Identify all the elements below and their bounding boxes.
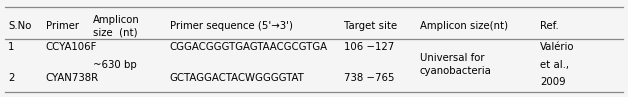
Text: et al.,: et al., [540, 59, 569, 70]
Text: Amplicon size(nt): Amplicon size(nt) [420, 21, 507, 31]
Text: S.No: S.No [8, 21, 31, 31]
Text: Amplicon
size  (nt): Amplicon size (nt) [93, 15, 139, 37]
Text: CGGACGGGTGAGTAACGCGTGA: CGGACGGGTGAGTAACGCGTGA [170, 42, 328, 52]
Text: Target site: Target site [344, 21, 398, 31]
Text: ~630 bp: ~630 bp [93, 59, 137, 70]
Text: Universal for
cyanobacteria: Universal for cyanobacteria [420, 53, 491, 76]
Text: Primer sequence (5'→3'): Primer sequence (5'→3') [170, 21, 293, 31]
Text: CCYA106F: CCYA106F [46, 42, 97, 52]
Text: GCTAGGACTACWGGGGTAT: GCTAGGACTACWGGGGTAT [170, 73, 305, 83]
Text: 2009: 2009 [540, 77, 566, 87]
Text: Valério: Valério [540, 42, 575, 52]
Text: Ref.: Ref. [540, 21, 559, 31]
Text: Primer: Primer [46, 21, 79, 31]
Text: 106 −127: 106 −127 [344, 42, 394, 52]
Text: 1: 1 [8, 42, 14, 52]
Text: CYAN738R: CYAN738R [46, 73, 99, 83]
Text: 2: 2 [8, 73, 14, 83]
Text: 738 −765: 738 −765 [344, 73, 394, 83]
